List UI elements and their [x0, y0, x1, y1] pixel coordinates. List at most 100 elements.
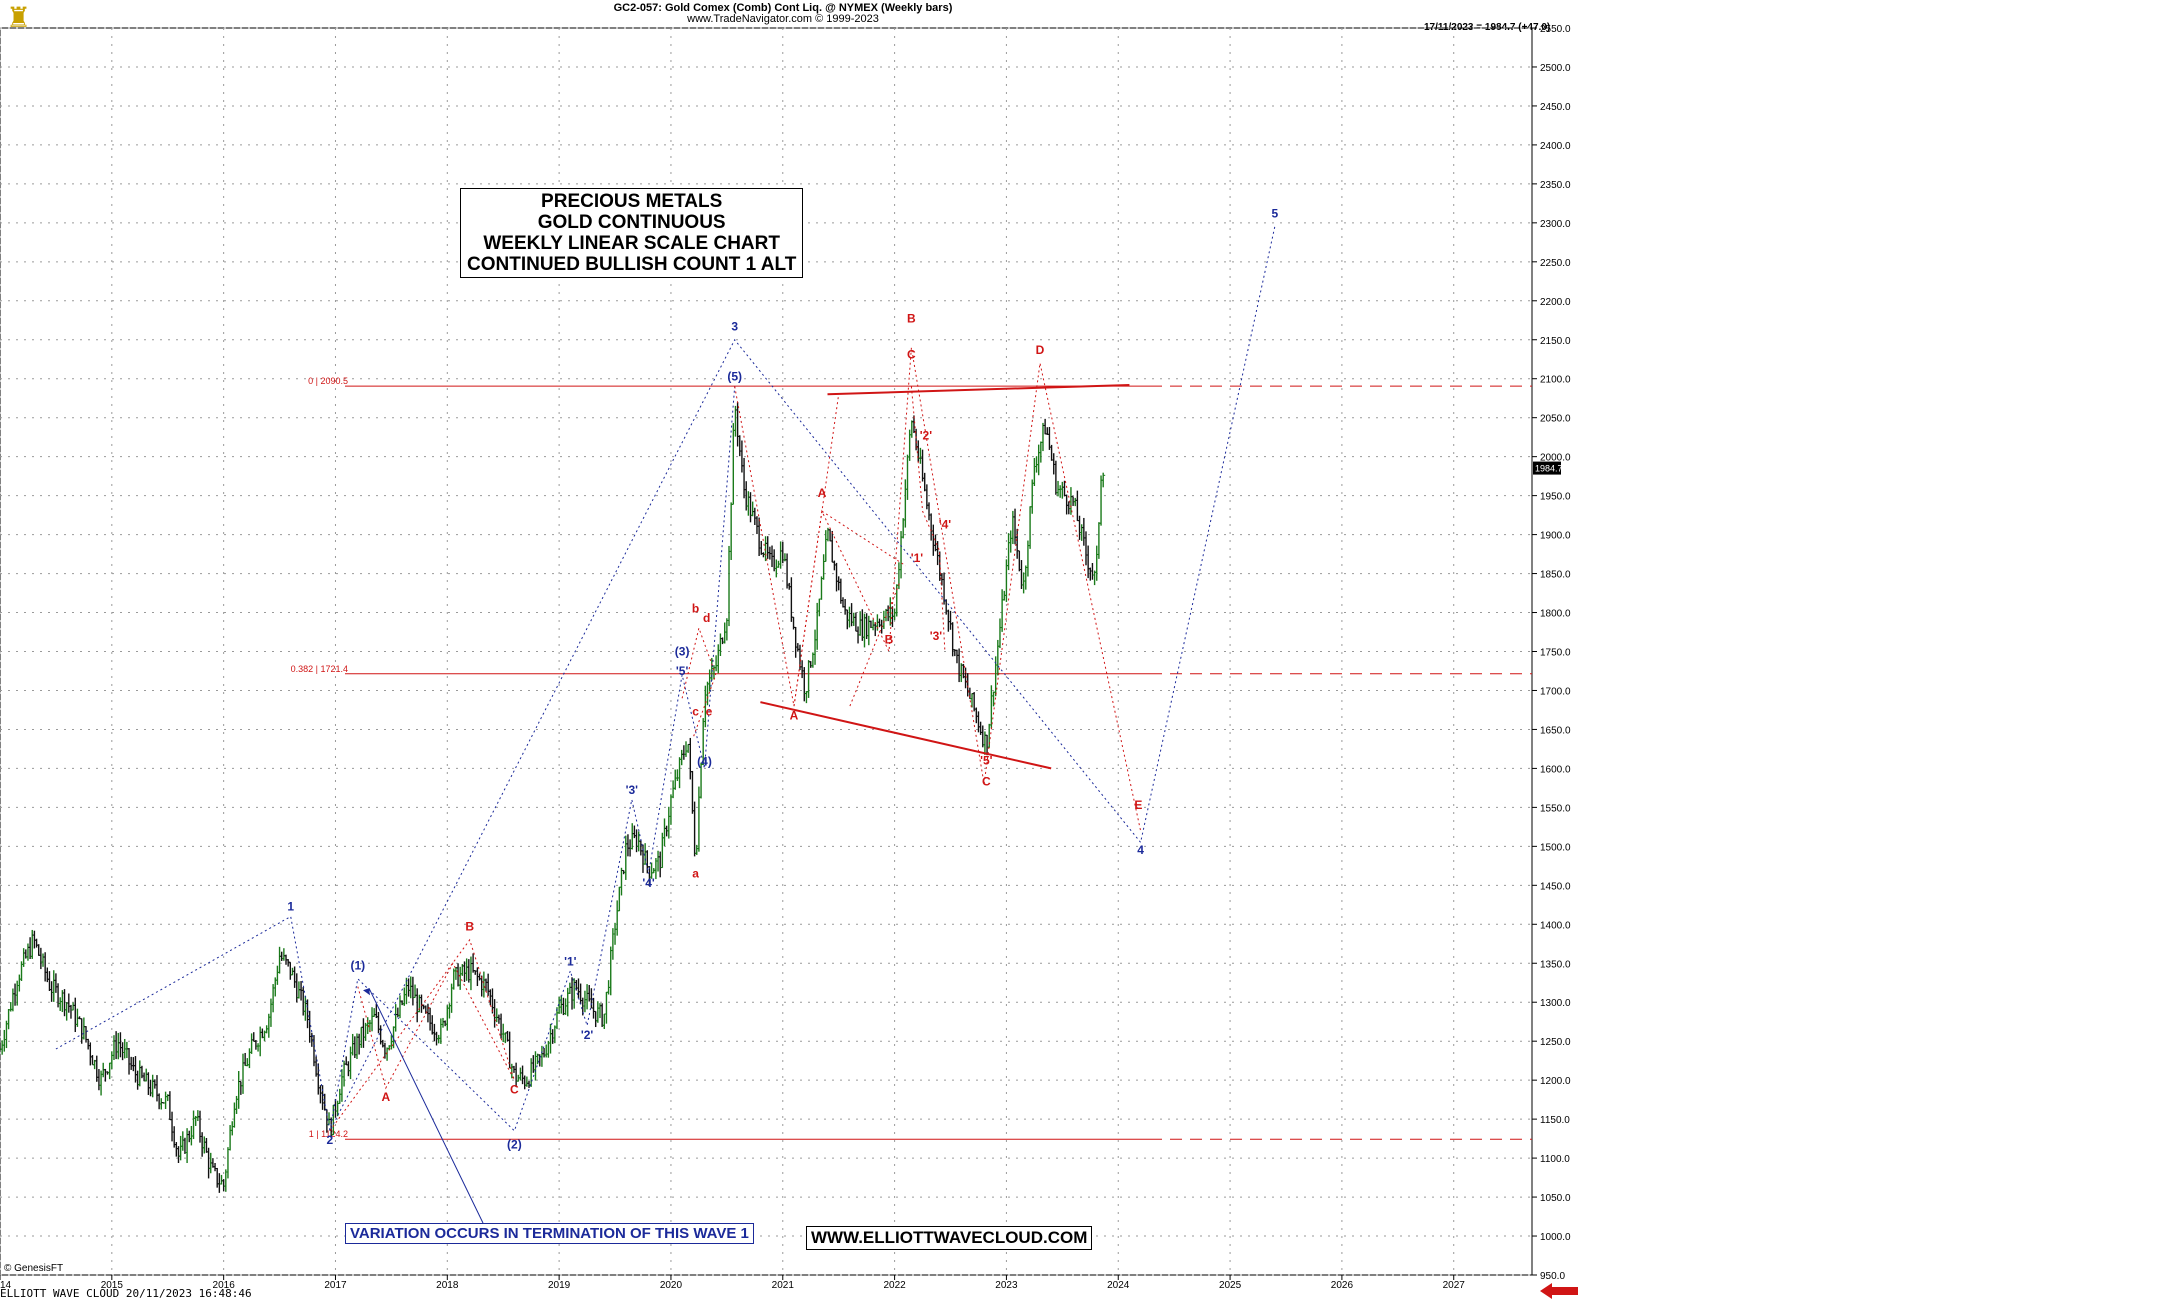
variation-pointer-line — [368, 987, 484, 1224]
logo-icon: ♜ — [6, 2, 32, 33]
blue-subwave-path — [329, 386, 736, 1132]
y-tick-label: 2150.0 — [1540, 336, 1571, 347]
wave-label: C — [982, 775, 991, 789]
y-tick-label: 1000.0 — [1540, 1232, 1571, 1243]
x-tick-label: 2023 — [995, 1280, 1018, 1291]
red-wave-path — [681, 626, 717, 738]
wave-label: (3) — [675, 644, 690, 658]
wave-label: A — [818, 486, 827, 500]
wave-label: d — [703, 611, 710, 625]
y-tick-label: 2350.0 — [1540, 180, 1571, 191]
red-wave-path — [910, 386, 946, 652]
y-tick-label: 2300.0 — [1540, 219, 1571, 230]
title-line: GOLD CONTINUOUS — [537, 212, 726, 233]
y-tick-label: 1050.0 — [1540, 1193, 1571, 1204]
wave-label: (5) — [727, 369, 742, 383]
wave-label: (1) — [351, 958, 366, 972]
y-tick-label: 2000.0 — [1540, 453, 1571, 464]
y-tick-label: 1250.0 — [1540, 1037, 1571, 1048]
red-wave-path — [734, 347, 1142, 831]
wave-label: B — [465, 920, 474, 934]
y-tick-label: 2050.0 — [1540, 414, 1571, 425]
y-tick-label: 1150.0 — [1540, 1115, 1570, 1126]
x-tick-label: 2020 — [660, 1280, 683, 1291]
title-line: CONTINUED BULLISH COUNT 1 ALT — [467, 254, 797, 275]
y-tick-label: 2450.0 — [1540, 102, 1571, 113]
red-wave-path — [821, 510, 907, 567]
wave-label: '2' — [920, 429, 933, 443]
fib-level-label: 1 | 1124.2 — [309, 1129, 348, 1139]
x-tick-label: 2022 — [883, 1280, 906, 1291]
x-tick-label: 2021 — [772, 1280, 795, 1291]
y-tick-label: 1750.0 — [1540, 648, 1571, 659]
x-tick-label: 2017 — [324, 1280, 347, 1291]
x-tick-label: 2024 — [1107, 1280, 1130, 1291]
blue-wave-path — [55, 226, 1276, 1133]
y-tick-label: 1300.0 — [1540, 998, 1571, 1009]
wave-label: A — [790, 708, 799, 722]
x-tick-label: 2019 — [548, 1280, 571, 1291]
y-tick-label: 1700.0 — [1540, 686, 1571, 697]
wave-label: C — [510, 1082, 519, 1096]
wave-label: '2' — [581, 1028, 594, 1042]
wave-label: 2 — [327, 1133, 334, 1147]
fib-level-label: 0.382 | 1721.4 — [291, 664, 348, 674]
wave-label: 4 — [1137, 843, 1144, 857]
y-tick-label: 1950.0 — [1540, 492, 1571, 503]
y-tick-label: 1850.0 — [1540, 570, 1571, 581]
wave-label: E — [1134, 798, 1142, 812]
wave-label: '4' — [642, 876, 655, 890]
wave-label: '1' — [911, 551, 924, 565]
wave-label: 1 — [287, 899, 294, 913]
wave-label: (4) — [697, 754, 712, 768]
variation-pointer-arrow — [363, 988, 371, 996]
wave-label: e — [706, 704, 713, 718]
wave-label: b — [692, 602, 699, 616]
wave-label: B — [907, 312, 916, 326]
wave-label: '4' — [939, 517, 952, 531]
wave-label: C — [907, 347, 916, 361]
variation-note: VARIATION OCCURS IN TERMINATION OF THIS … — [345, 1223, 754, 1244]
y-tick-label: 1500.0 — [1540, 842, 1571, 853]
y-tick-label: 1600.0 — [1540, 764, 1571, 775]
x-tick-label: 2014 — [0, 1280, 12, 1291]
footer-stamp: ELLIOTT WAVE CLOUD 20/11/2023 16:48:46 — [0, 1287, 252, 1300]
wave-label: '3' — [626, 783, 639, 797]
fib-level-label: 0 | 2090.5 — [308, 376, 348, 386]
wave-label: 3 — [731, 319, 738, 333]
y-tick-label: 2400.0 — [1540, 141, 1571, 152]
x-tick-label: 2016 — [213, 1280, 236, 1291]
chart-copyright: www.TradeNavigator.com © 1999-2023 — [687, 13, 879, 25]
y-tick-label: 1800.0 — [1540, 609, 1571, 620]
wave-label: (2) — [507, 1138, 522, 1152]
wave-label: B — [885, 633, 894, 647]
y-tick-label: 1200.0 — [1540, 1076, 1571, 1087]
title-line: WEEKLY LINEAR SCALE CHART — [483, 233, 780, 254]
price-bars — [0, 402, 1106, 1193]
y-tick-label: 2200.0 — [1540, 297, 1571, 308]
y-tick-label: 1650.0 — [1540, 725, 1571, 736]
x-tick-label: 2027 — [1443, 1280, 1466, 1291]
y-tick-label: 1350.0 — [1540, 959, 1571, 970]
trendline — [827, 383, 1130, 396]
wave-label: '5' — [980, 754, 993, 768]
x-tick-label: 2018 — [436, 1280, 459, 1291]
y-tick-label: 1450.0 — [1540, 881, 1571, 892]
wave-label: 5 — [1271, 206, 1278, 220]
x-tick-label: 2025 — [1219, 1280, 1242, 1291]
wave-label: c — [692, 704, 699, 718]
title-line: PRECIOUS METALS — [541, 191, 723, 212]
y-tick-label: 1900.0 — [1540, 531, 1571, 542]
wave-label: '5' — [676, 664, 689, 678]
scroll-left-arrow-icon[interactable] — [1540, 1282, 1578, 1300]
chart-title-box: PRECIOUS METALS GOLD CONTINUOUS WEEKLY L… — [460, 188, 804, 278]
genesis-credit: © GenesisFT — [4, 1263, 64, 1274]
red-wave-path — [357, 962, 515, 1090]
y-tick-label: 1100.0 — [1540, 1154, 1570, 1165]
wave-label: '3' — [930, 629, 943, 643]
wave-label: '1' — [564, 955, 577, 969]
y-tick-label: 2550.0 — [1540, 24, 1571, 35]
y-tick-label: 2250.0 — [1540, 258, 1571, 269]
y-tick-label: 2100.0 — [1540, 375, 1571, 386]
